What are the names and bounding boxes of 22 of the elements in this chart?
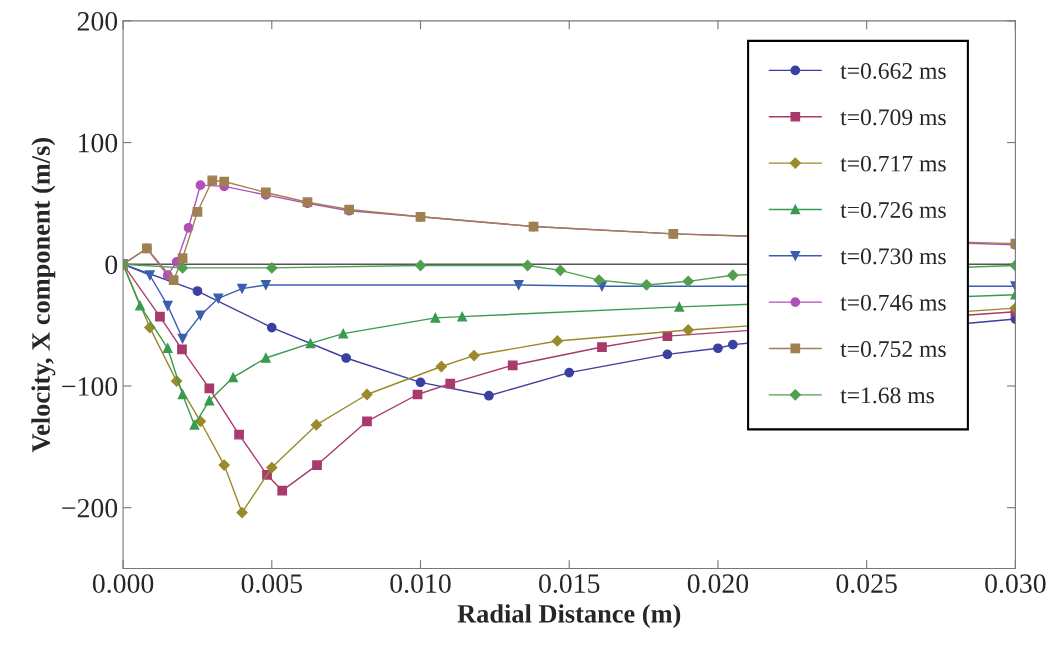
x-tick-label: 0.015	[539, 574, 600, 594]
legend-label: t=0.746 ms	[840, 294, 946, 311]
y-tick-label: 200	[77, 12, 118, 31]
y-tick-label: 0	[105, 255, 118, 275]
legend-label: t=0.752 ms	[840, 341, 946, 358]
legend-label: t=0.730 ms	[840, 248, 946, 265]
x-tick-label: 0.030	[985, 574, 1046, 594]
y-axis-title: Velocity, X component (m/s)	[31, 138, 56, 453]
legend-label: t=0.662 ms	[840, 62, 946, 79]
x-tick-label: 0.025	[836, 574, 897, 594]
legend-label: t=0.726 ms	[840, 202, 946, 219]
legend-label: t=1.68 ms	[840, 387, 934, 404]
x-tick-label: 0.010	[390, 574, 451, 594]
y-tick-label: −200	[62, 498, 118, 518]
y-tick-label: 100	[78, 133, 118, 153]
x-tick-label: 0.005	[241, 574, 302, 594]
legend-label: t=0.709 ms	[840, 109, 946, 126]
legend-label: t=0.717 ms	[840, 155, 946, 172]
y-tick-label: −100	[62, 377, 118, 396]
x-tick-label: 0.020	[687, 574, 749, 594]
x-tick-label: 0.000	[92, 574, 154, 594]
x-axis-title: Radial Distance (m)	[457, 604, 681, 629]
